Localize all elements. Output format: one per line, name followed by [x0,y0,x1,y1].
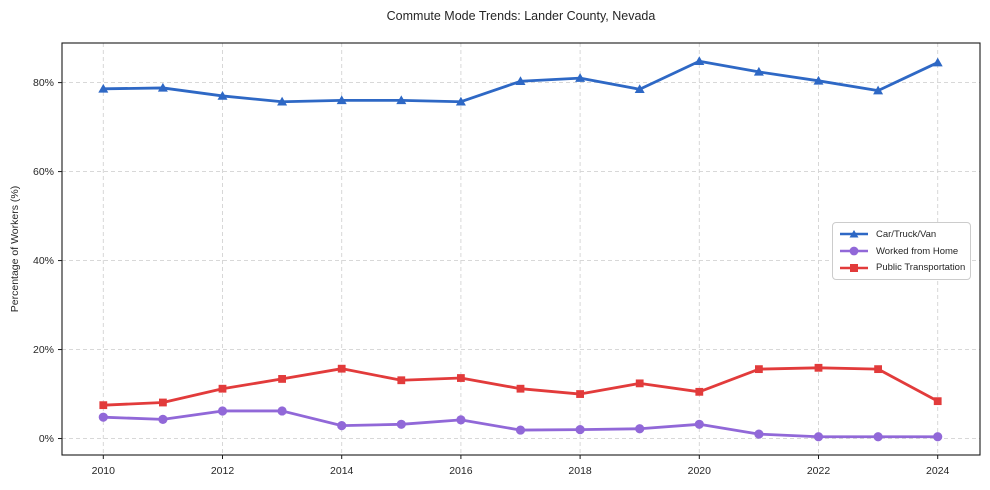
x-tick-label: 2018 [568,465,592,477]
data-point-public-transportation [874,365,882,374]
x-tick-label: 2012 [211,465,235,477]
data-point-worked-from-home [515,425,526,435]
data-point-car-truck-van [396,95,407,105]
data-point-worked-from-home [575,425,585,435]
data-point-worked-from-home [873,432,883,442]
data-point-public-transportation [278,375,286,383]
data-point-worked-from-home [98,412,108,422]
triangle-marker [849,230,859,238]
data-point-public-transportation [99,401,108,410]
data-point-car-truck-van [98,83,109,93]
plot-border [61,42,981,456]
x-tick-label: 2010 [92,465,116,477]
data-point-car-truck-van [277,96,288,106]
data-point-public-transportation [397,376,406,385]
y-tick-label: 0% [39,433,54,445]
data-point-public-transportation [635,379,644,388]
data-point-public-transportation [337,364,346,373]
legend-label: Public Transportation [876,262,966,274]
data-point-car-truck-van [515,76,526,86]
data-point-car-truck-van [634,84,645,94]
legend-triangle-marker-icon [840,230,868,238]
data-point-car-truck-van [336,95,347,105]
data-point-car-truck-van [753,66,764,76]
square-marker [850,263,858,272]
data-point-car-truck-van [694,56,705,65]
data-point-worked-from-home [277,406,287,416]
data-point-car-truck-van [217,90,228,100]
data-point-public-transportation [814,363,823,372]
data-point-public-transportation [695,387,704,396]
y-tick-label: 60% [33,166,54,178]
data-point-worked-from-home [694,419,704,429]
legend-item: Public Transportation [839,260,966,275]
data-point-worked-from-home [933,432,943,442]
legend: Car/Truck/Van Worked from Home Public Tr… [832,222,971,280]
data-point-worked-from-home [217,406,228,416]
y-tick-label: 40% [33,255,54,267]
data-point-public-transportation [755,365,763,374]
data-point-worked-from-home [635,424,645,434]
data-point-public-transportation [933,397,942,406]
circle-marker [849,246,859,256]
legend-item: Car/Truck/Van [839,227,964,242]
legend-item: Worked from Home [839,244,964,259]
data-point-worked-from-home [813,432,824,442]
legend-label: Worked from Home [876,245,959,257]
data-point-car-truck-van [157,82,168,92]
y-tick-label: 80% [33,77,54,89]
x-tick-label: 2024 [926,465,950,477]
data-point-car-truck-van [575,73,586,82]
data-point-worked-from-home [754,429,764,439]
data-point-worked-from-home [456,415,466,425]
legend-square-marker-icon [840,263,868,272]
data-point-public-transportation [218,384,227,393]
data-point-public-transportation [516,384,525,393]
data-point-public-transportation [576,390,584,398]
x-tick-label: 2016 [449,465,473,477]
chart-title: Commute Mode Trends: Lander County, Neva… [386,9,656,23]
data-point-worked-from-home [396,419,406,429]
legend-label: Car/Truck/Van [876,228,937,240]
data-point-public-transportation [159,398,167,407]
data-point-car-truck-van [455,96,466,106]
data-point-car-truck-van [813,75,824,85]
y-tick-label: 20% [33,344,54,356]
legend-circle-marker-icon [840,246,868,256]
x-tick-label: 2014 [330,465,354,477]
data-point-car-truck-van [932,57,943,67]
x-tick-label: 2020 [688,465,712,477]
data-point-worked-from-home [158,414,168,425]
data-point-public-transportation [457,374,465,382]
x-tick-label: 2022 [807,465,831,477]
data-point-car-truck-van [873,85,884,95]
data-point-worked-from-home [337,421,347,431]
